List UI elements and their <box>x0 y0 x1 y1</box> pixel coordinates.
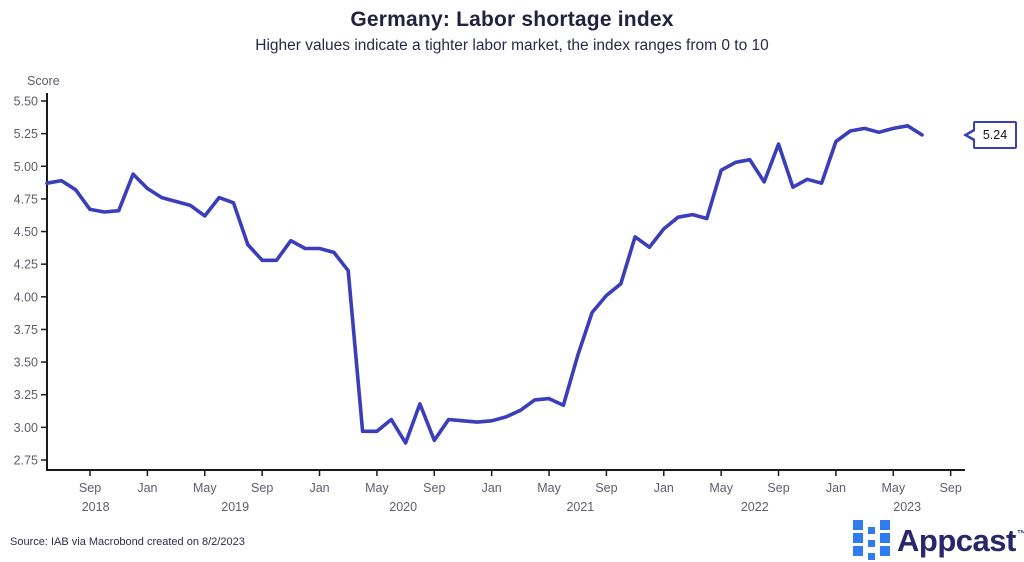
x-tick-label: Sep <box>423 481 445 495</box>
x-tick-label: Sep <box>79 481 101 495</box>
y-tick-label: 3.25 <box>14 388 38 402</box>
x-tick-label: Jan <box>482 481 502 495</box>
x-tick-label: Jan <box>137 481 157 495</box>
source-note: Source: IAB via Macrobond created on 8/2… <box>10 536 245 548</box>
x-tick-label: Jan <box>654 481 674 495</box>
chart-subtitle: Higher values indicate a tighter labor m… <box>255 37 769 54</box>
x-tick-label: Sep <box>940 481 962 495</box>
year-label: 2023 <box>893 500 921 514</box>
y-axis-title: Score <box>27 74 60 88</box>
appcast-logo-mark <box>853 520 890 560</box>
y-tick-label: 4.50 <box>14 225 38 239</box>
y-tick-label: 5.50 <box>14 95 38 109</box>
y-tick-label: 2.75 <box>14 454 38 468</box>
y-tick-label: 3.00 <box>14 421 38 435</box>
year-label: 2022 <box>741 500 769 514</box>
chart-title: Germany: Labor shortage index <box>350 8 674 31</box>
x-tick-label: Jan <box>309 481 329 495</box>
year-label: 2021 <box>566 500 594 514</box>
year-label: 2019 <box>221 500 249 514</box>
x-tick-label: May <box>365 481 389 495</box>
appcast-logo: Appcast™ <box>849 515 1024 562</box>
x-tick-label: Sep <box>595 481 617 495</box>
appcast-wordmark: Appcast <box>897 523 1016 558</box>
y-tick-label: 3.50 <box>14 356 38 370</box>
x-tick-label: May <box>881 481 905 495</box>
x-tick-label: Sep <box>767 481 789 495</box>
last-value-label: 5.24 <box>982 127 1008 142</box>
y-tick-label: 4.00 <box>14 290 38 304</box>
y-tick-label: 3.75 <box>14 323 38 337</box>
x-tick-label: May <box>193 481 217 495</box>
appcast-logo-text: Appcast™ <box>897 515 1024 561</box>
x-tick-label: Sep <box>251 481 273 495</box>
x-tick-label: May <box>537 481 561 495</box>
series-line <box>45 124 924 445</box>
trademark-symbol: ™ <box>1016 529 1024 540</box>
year-label: 2020 <box>389 500 417 514</box>
year-label: 2018 <box>82 500 110 514</box>
y-tick-label: 5.25 <box>14 127 38 141</box>
y-tick-label: 4.75 <box>14 192 38 206</box>
y-tick-label: 4.25 <box>14 258 38 272</box>
x-tick-label: May <box>709 481 733 495</box>
last-value-callout: 5.24 <box>973 120 1017 149</box>
x-tick-label: Jan <box>826 481 846 495</box>
y-tick-label: 5.00 <box>14 160 38 174</box>
